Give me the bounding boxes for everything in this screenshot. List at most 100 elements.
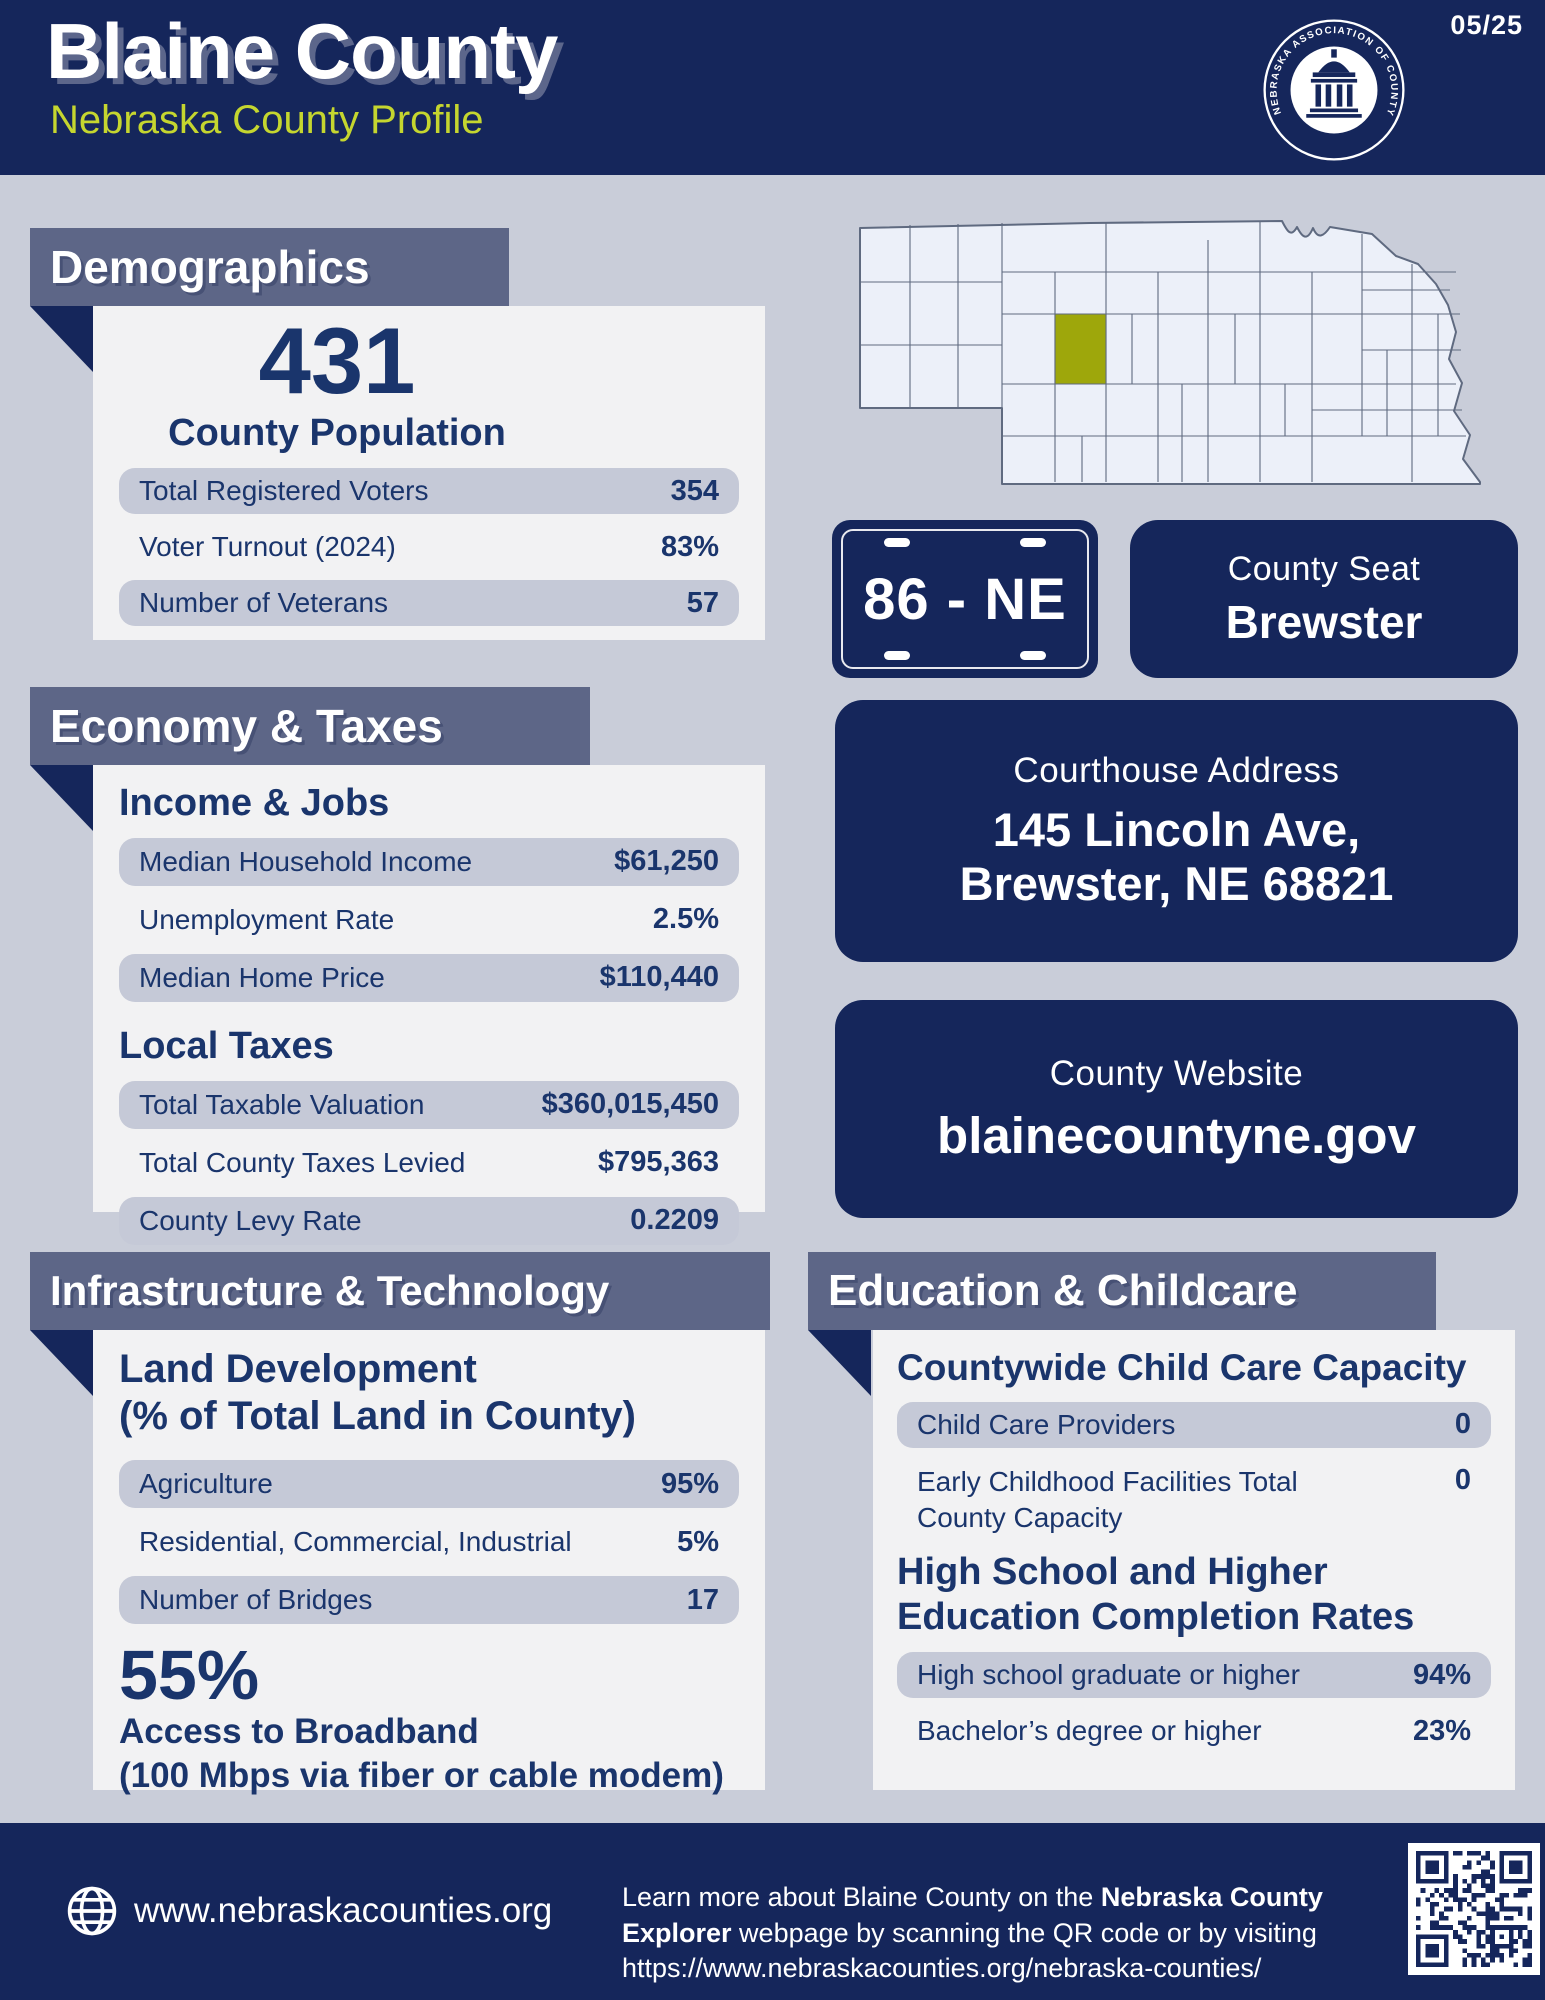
broadband-percent: 55% — [119, 1636, 260, 1715]
row-label: Median Household Income — [139, 845, 473, 877]
demographics-card: 431 County Population Total Registered V… — [93, 306, 765, 640]
row-value: $110,440 — [599, 961, 719, 994]
courthouse-glyph — [1306, 49, 1362, 118]
nebraska-county-map — [850, 210, 1510, 502]
label-line: (100 Mbps via fiber or cable modem) — [119, 1756, 724, 1796]
fold-corner — [808, 1330, 871, 1396]
plate-number: 86 - NE — [863, 566, 1067, 632]
table-row: Median Home Price $110,440 — [119, 953, 739, 1002]
economy-card: Income & Jobs Median Household Income $6… — [93, 765, 765, 1245]
county-seat-value: Brewster — [1225, 595, 1423, 648]
header-banner: Blaine County Nebraska County Profile 05… — [0, 0, 1545, 175]
row-label: County Levy Rate — [139, 1204, 362, 1236]
row-label: Child Care Providers — [917, 1408, 1176, 1440]
section-title: Economy & Taxes — [50, 700, 443, 752]
infrastructure-card: Land Development (% of Total Land in Cou… — [93, 1330, 765, 1795]
row-label: Agriculture — [139, 1468, 273, 1500]
heading-line: Land Development — [119, 1347, 477, 1391]
row-label: Bachelor’s degree or higher — [917, 1715, 1262, 1747]
table-row: High school graduate or higher 94% — [897, 1652, 1491, 1699]
globe-icon — [67, 1886, 117, 1936]
county-seat-label: County Seat — [1227, 549, 1421, 588]
bolt-icon — [884, 538, 910, 547]
page-subtitle: Nebraska County Profile — [50, 98, 484, 142]
address-line: Brewster, NE 68821 — [959, 857, 1394, 910]
population-label: County Population — [168, 411, 506, 454]
fold-corner — [30, 1330, 93, 1396]
bolt-icon — [884, 651, 910, 660]
childcare-heading: Countywide Child Care Capacity — [897, 1347, 1467, 1388]
row-label: Early Childhood Facilities Total County … — [917, 1465, 1298, 1534]
row-value: 2.5% — [652, 903, 719, 936]
table-row: Total Taxable Valuation $360,015,450 — [119, 1080, 739, 1129]
row-value: 0 — [1454, 1408, 1471, 1441]
label-line: Access to Broadband — [119, 1712, 479, 1752]
education-card: Countywide Child Care Capacity Child Car… — [873, 1330, 1515, 1790]
row-label: Total County Taxes Levied — [139, 1146, 466, 1178]
courthouse-address-card: Courthouse Address 145 Lincoln Ave, Brew… — [835, 700, 1518, 962]
income-jobs-heading: Income & Jobs — [119, 782, 390, 824]
map-highlight-county — [1054, 313, 1107, 385]
section-title: Infrastructure & Technology — [50, 1267, 610, 1314]
local-taxes-heading: Local Taxes — [119, 1024, 334, 1067]
row-value: 95% — [660, 1467, 719, 1500]
section-bar-infrastructure: Infrastructure & Technology — [30, 1252, 770, 1330]
row-value: 354 — [670, 474, 719, 507]
table-row: Bachelor’s degree or higher 23% — [897, 1708, 1491, 1754]
row-label: Unemployment Rate — [139, 903, 395, 935]
fold-corner — [30, 306, 93, 372]
row-value: 0 — [1454, 1463, 1471, 1496]
footer-website: www.nebraskacounties.org — [134, 1891, 553, 1930]
section-bar-economy: Economy & Taxes — [30, 687, 590, 765]
bolt-icon — [1020, 651, 1046, 660]
heading-line: Education Completion Rates — [897, 1596, 1415, 1639]
table-row: Residential, Commercial, Industrial 5% — [119, 1518, 739, 1566]
fold-corner — [30, 765, 93, 831]
page-title: Blaine County — [46, 7, 558, 95]
section-bar-education: Education & Childcare — [808, 1252, 1436, 1330]
row-value: $61,250 — [614, 845, 719, 878]
qr-code — [1408, 1843, 1540, 1975]
row-value: 83% — [660, 530, 719, 563]
footer-text-post: webpage by scanning the QR code or by vi… — [731, 1917, 1317, 1948]
table-row: County Levy Rate 0.2209 — [119, 1196, 739, 1245]
row-label: Total Taxable Valuation — [139, 1088, 425, 1120]
county-seat-card: County Seat Brewster — [1130, 520, 1518, 678]
row-label: Voter Turnout (2024) — [139, 531, 396, 563]
table-row: Agriculture 95% — [119, 1460, 739, 1509]
website-label: County Website — [1049, 1053, 1304, 1093]
row-value: 57 — [686, 586, 719, 619]
completion-heading: High School and Higher Education Complet… — [897, 1550, 1491, 1640]
row-label: Total Registered Voters — [139, 475, 429, 507]
heading-line: (% of Total Land in County) — [119, 1394, 636, 1439]
courthouse-label: Courthouse Address — [1013, 750, 1340, 790]
row-value: 94% — [1412, 1658, 1471, 1691]
license-plate: 86 - NE — [832, 520, 1098, 678]
table-row: Total County Taxes Levied $795,363 — [119, 1139, 739, 1187]
bolt-icon — [1020, 538, 1046, 547]
table-row: Child Care Providers 0 — [897, 1401, 1491, 1448]
naco-seal-icon: NEBRASKA ASSOCIATION OF COUNTY OFFICIALS — [1260, 16, 1405, 161]
footer-text-pre: Learn more about Blaine County on the — [622, 1882, 1101, 1912]
land-development-heading: Land Development (% of Total Land in Cou… — [119, 1346, 739, 1440]
row-label: Number of Bridges — [139, 1584, 373, 1616]
row-label: Residential, Commercial, Industrial — [139, 1526, 572, 1558]
row-value: 17 — [686, 1583, 719, 1616]
population-value: 431 — [258, 308, 416, 413]
plate-border — [841, 529, 1089, 669]
footer: www.nebraskacounties.org Learn more abou… — [0, 1823, 1545, 2000]
table-row: Total Registered Voters 354 — [119, 468, 739, 515]
heading-line: High School and Higher — [897, 1551, 1328, 1594]
courthouse-address: 145 Lincoln Ave, Brewster, NE 68821 — [960, 803, 1394, 911]
row-value: 5% — [677, 1525, 719, 1558]
row-value: 23% — [1412, 1714, 1471, 1747]
row-label: Number of Veterans — [139, 587, 389, 619]
row-value: 0.2209 — [630, 1204, 719, 1237]
row-value: $795,363 — [598, 1146, 719, 1179]
table-row: Voter Turnout (2024) 83% — [119, 524, 739, 570]
address-line: 145 Lincoln Ave, — [992, 802, 1361, 856]
website-value: blainecountyne.gov — [937, 1106, 1416, 1164]
footer-text-bold: Nebraska County Explorer — [622, 1882, 1323, 1948]
footer-text: Learn more about Blaine County on the Ne… — [622, 1880, 1412, 1987]
